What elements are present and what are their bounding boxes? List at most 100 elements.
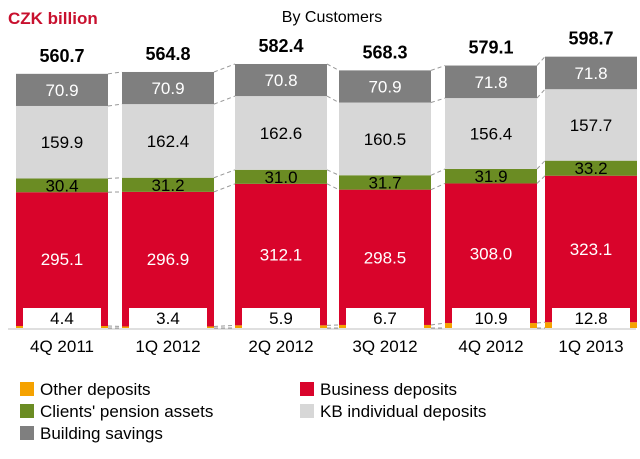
total-label-5: 598.7: [568, 29, 613, 49]
value-label-business-deposits-5: 323.1: [570, 240, 613, 259]
value-label-business-deposits-0: 295.1: [41, 250, 84, 269]
category-label-5: 1Q 2013: [558, 337, 623, 356]
total-label-1: 564.8: [145, 44, 190, 64]
bar-business-deposits-5: [545, 175, 637, 323]
value-label-building-savings-3: 70.9: [368, 77, 401, 96]
value-label-other-deposits-5: 12.8: [574, 309, 607, 328]
legend-label-0: Other deposits: [40, 380, 151, 399]
legend-label-4: Building savings: [40, 424, 163, 443]
category-label-2: 2Q 2012: [248, 337, 313, 356]
value-label-kb-individual-deposits-0: 159.9: [41, 133, 84, 152]
connector-line: [107, 71, 123, 75]
other-deposits-label-box-3: [346, 308, 424, 329]
connector-line: [213, 169, 236, 179]
bar-clients-pension-assets-4: [445, 168, 537, 184]
other-deposits-label-box-5: [552, 308, 630, 329]
connector-line: [213, 183, 236, 193]
bar-building-savings-4: [445, 65, 537, 99]
value-label-clients-pension-assets-4: 31.9: [474, 167, 507, 186]
legend-label-3: KB individual deposits: [320, 402, 486, 421]
connector-line: [536, 175, 546, 184]
bar-clients-pension-assets-2: [235, 169, 327, 184]
value-label-clients-pension-assets-3: 31.7: [368, 173, 401, 192]
total-label-4: 579.1: [468, 38, 513, 58]
other-deposits-label-box-2: [242, 308, 320, 329]
legend-label-1: Business deposits: [320, 380, 457, 399]
connector-line: [536, 56, 546, 66]
connector-line: [536, 160, 546, 170]
bar-clients-pension-assets-0: [16, 178, 108, 193]
bar-clients-pension-assets-5: [545, 160, 637, 176]
bar-kb-individual-deposits-2: [235, 96, 327, 170]
value-label-kb-individual-deposits-2: 162.6: [260, 124, 303, 143]
bar-business-deposits-4: [445, 183, 537, 324]
connector-line: [213, 63, 236, 73]
bar-building-savings-0: [16, 73, 108, 106]
value-label-other-deposits-1: 3.4: [156, 309, 180, 328]
bar-business-deposits-1: [122, 191, 214, 327]
value-label-business-deposits-4: 308.0: [470, 244, 513, 263]
value-label-other-deposits-2: 5.9: [269, 309, 293, 328]
value-label-other-deposits-0: 4.4: [50, 309, 74, 328]
value-label-building-savings-4: 71.8: [474, 73, 507, 92]
bar-clients-pension-assets-1: [122, 177, 214, 192]
bar-kb-individual-deposits-3: [339, 102, 431, 176]
x-axis: 4Q 2011 1Q 2012 2Q 2012 3Q 2012 4Q 2012 1Q 20…: [8, 328, 636, 356]
value-label-business-deposits-1: 296.9: [147, 250, 190, 269]
connector-line: [107, 177, 123, 179]
value-label-clients-pension-assets-2: 31.0: [264, 168, 297, 187]
value-label-kb-individual-deposits-3: 160.5: [364, 130, 407, 149]
legend-swatch-4: [20, 426, 34, 440]
value-label-clients-pension-assets-5: 33.2: [574, 159, 607, 178]
value-label-business-deposits-3: 298.5: [364, 248, 407, 267]
bar-kb-individual-deposits-4: [445, 98, 537, 169]
total-label-0: 560.7: [39, 46, 84, 66]
value-label-kb-individual-deposits-4: 156.4: [470, 125, 513, 144]
category-label-1: 1Q 2012: [135, 337, 200, 356]
connector-line: [213, 95, 236, 105]
connector-line: [430, 65, 446, 71]
connector-line: [536, 88, 546, 99]
legend-swatch-2: [20, 404, 34, 418]
connector-line: [430, 322, 446, 326]
value-label-building-savings-5: 71.8: [574, 64, 607, 83]
bar-kb-individual-deposits-1: [122, 104, 214, 178]
category-label-4: 4Q 2012: [458, 337, 523, 356]
category-label-3: 3Q 2012: [352, 337, 417, 356]
legend: Other deposits Business deposits Clients' …: [20, 380, 486, 443]
bars: [16, 56, 637, 328]
value-label-kb-individual-deposits-1: 162.4: [147, 132, 190, 151]
legend-swatch-0: [20, 382, 34, 396]
value-label-building-savings-2: 70.8: [264, 71, 297, 90]
connector-lines: [107, 56, 546, 329]
unit-label: CZK billion: [8, 9, 98, 28]
other-deposits-label-box-4: [452, 308, 530, 329]
connector-line: [326, 169, 340, 176]
bar-business-deposits-0: [16, 192, 108, 327]
bar-kb-individual-deposits-0: [16, 105, 108, 179]
bar-building-savings-5: [545, 56, 637, 90]
bar-business-deposits-3: [339, 189, 431, 325]
category-label-0: 4Q 2011: [30, 337, 94, 356]
connector-line: [536, 321, 546, 324]
bar-kb-individual-deposits-5: [545, 89, 637, 161]
value-label-kb-individual-deposits-5: 157.7: [570, 116, 613, 135]
bar-building-savings-3: [339, 70, 431, 103]
connector-line: [326, 95, 340, 103]
total-label-2: 582.4: [258, 36, 303, 56]
bar-building-savings-2: [235, 63, 327, 97]
connector-line: [430, 168, 446, 176]
value-label-business-deposits-2: 312.1: [260, 246, 303, 265]
data-labels: 4.4 295.1 30.4 159.9 70.9 3.4 296.9 31.2 162.4 70…: [23, 64, 630, 329]
connector-line: [430, 97, 446, 104]
chart-title: By Customers: [282, 9, 382, 26]
connector-line: [430, 182, 446, 191]
bar-building-savings-1: [122, 71, 214, 105]
total-labels: 560.7 564.8 582.4 568.3 579.1 598.7: [39, 29, 613, 66]
connector-line: [326, 63, 340, 71]
legend-swatch-1: [300, 382, 314, 396]
total-label-3: 568.3: [362, 42, 407, 62]
value-label-building-savings-0: 70.9: [45, 81, 78, 100]
value-label-clients-pension-assets-1: 31.2: [151, 176, 184, 195]
other-deposits-label-box-1: [129, 308, 207, 329]
